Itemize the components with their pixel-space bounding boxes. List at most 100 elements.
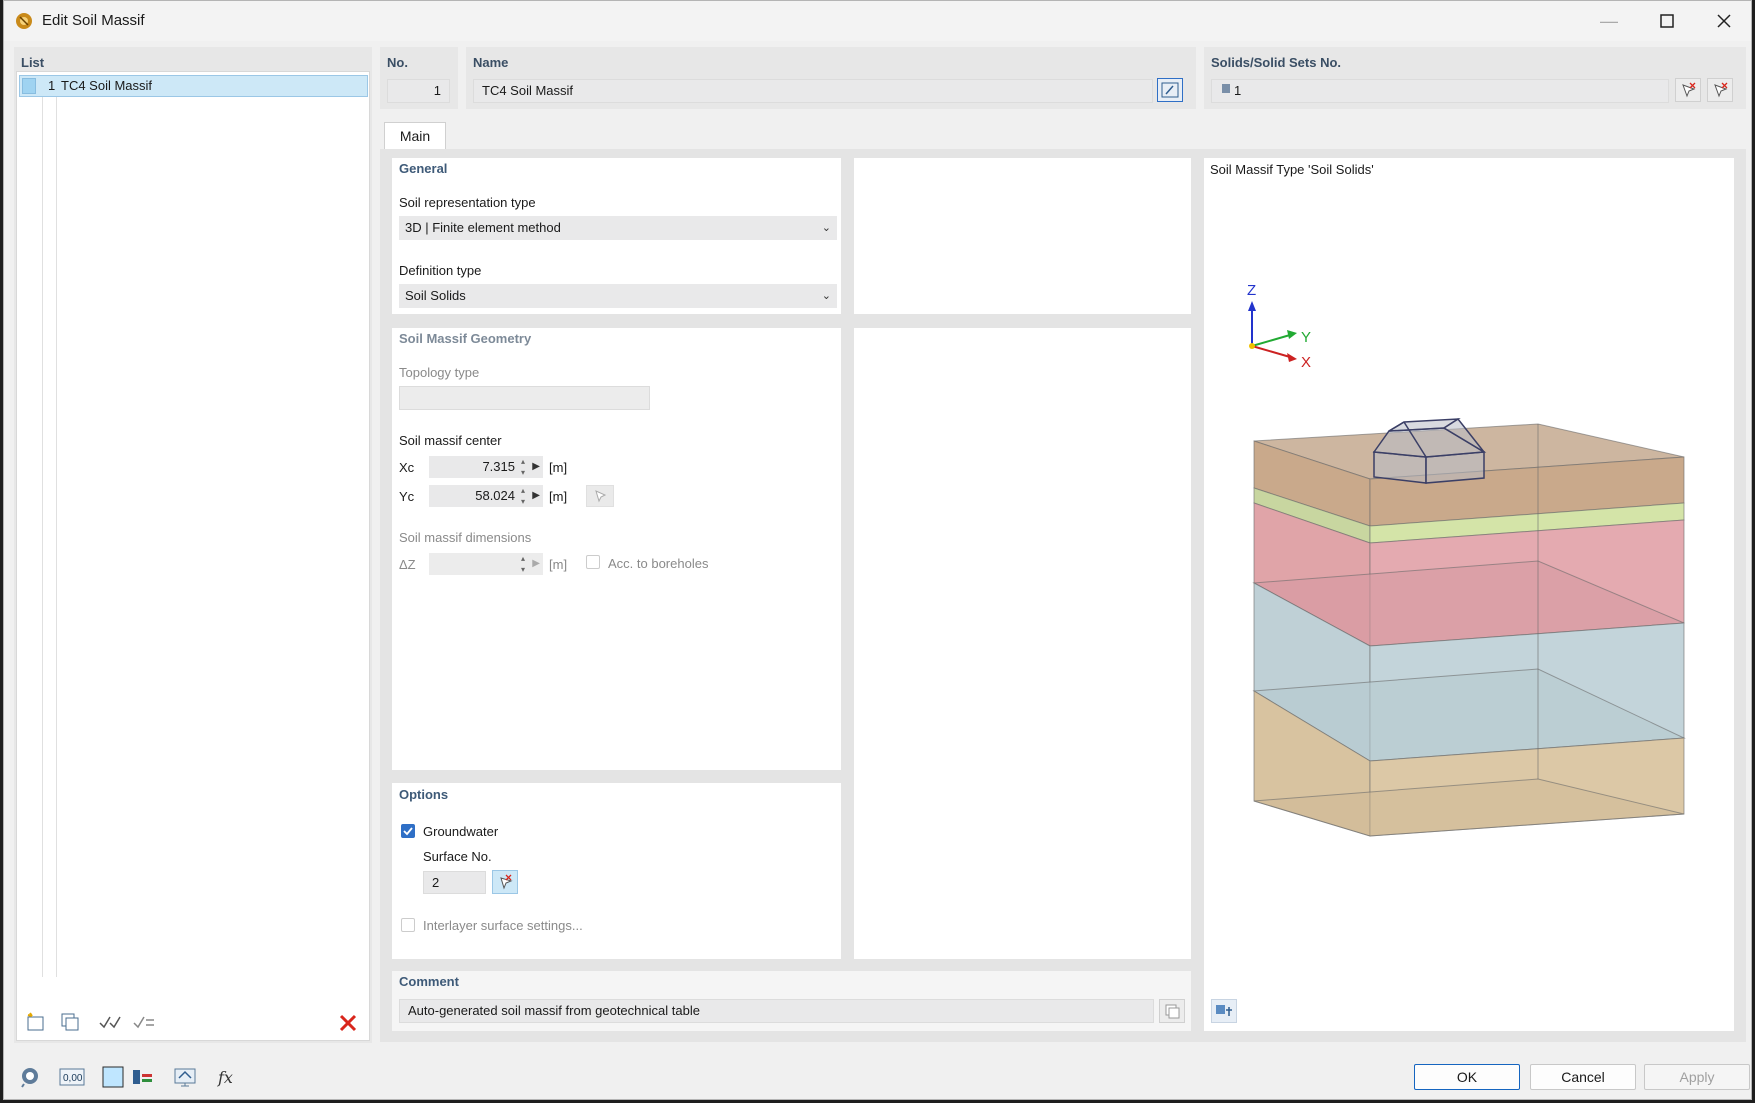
display-icon [133,1070,152,1084]
preview-options-button[interactable] [1211,999,1237,1023]
pick-center-button[interactable] [586,485,614,507]
soil-layers [1252,423,1686,837]
general-title: General [399,161,448,176]
solids-field[interactable]: 1 [1211,79,1669,103]
list-item[interactable]: 1 TC4 Soil Massif [19,75,368,97]
select-solid-sets-button[interactable] [1707,78,1733,102]
def-type-select[interactable]: Soil Solids ⌄ [399,284,837,308]
ok-button[interactable]: OK [1414,1064,1520,1090]
cancel-button[interactable]: Cancel [1530,1064,1636,1090]
formula-button[interactable]: fx [213,1063,241,1091]
soil-massif-preview: Z Y X [1247,282,1686,837]
geometry-side-panel [854,328,1191,959]
groundwater-label: Groundwater [423,824,499,839]
checkmark-icon [403,827,413,836]
dims-label: Soil massif dimensions [399,530,532,545]
units-icon: 0,00 [59,1068,85,1086]
close-button[interactable] [1695,1,1753,41]
play-arrow-icon: ▶ [532,461,540,472]
uncheck-button[interactable] [130,1008,158,1036]
yc-input[interactable]: 58.024 ▴ ▾ ▶ [429,485,543,507]
new-item-icon [27,1012,44,1031]
window-title: Edit Soil Massif [42,12,145,29]
name-label: Name [473,55,509,70]
topology-label: Topology type [399,365,480,380]
spinner-arrows-icon: ▴ ▾ [520,486,525,506]
play-arrow-icon: ▶ [532,490,540,501]
spinner-arrows-icon: ▴ ▾ [520,554,525,574]
topology-field [399,386,650,410]
acc-boreholes-checkbox[interactable] [586,555,600,569]
check-all-button[interactable] [96,1008,124,1036]
soil-rep-label: Soil representation type [399,195,536,210]
check-all-icon [99,1016,121,1029]
view-button[interactable] [171,1063,199,1091]
xc-input[interactable]: 7.315 ▴ ▾ ▶ [429,456,543,478]
color-button[interactable] [99,1063,127,1091]
view-icon [174,1068,196,1087]
chevron-down-icon: ⌄ [821,222,831,234]
spinner-arrows-icon: ▴ ▾ [520,457,525,477]
pick-icon [500,874,513,890]
pick-icon [1682,82,1696,98]
app-icon [16,13,32,29]
view-settings-icon [1216,1005,1232,1016]
axis-y-label: Y [1301,329,1311,346]
xc-unit: [m] [549,460,568,475]
comment-field[interactable]: Auto-generated soil massif from geotechn… [399,999,1154,1023]
no-field[interactable]: 1 [387,79,450,103]
interlayer-checkbox[interactable] [401,918,415,932]
axis-x-label: X [1301,354,1311,371]
list-item-color-swatch [22,78,36,94]
pick-set-icon [1714,82,1728,98]
axis-gizmo [1248,301,1297,362]
copy-icon [61,1013,79,1031]
play-arrow-icon: ▶ [532,558,540,569]
name-field[interactable]: TC4 Soil Massif [473,79,1153,103]
tab-main[interactable]: Main [384,122,446,149]
delete-item-button[interactable] [334,1009,362,1037]
yc-label: Yc [399,489,415,504]
comment-history-button[interactable] [1159,999,1185,1023]
preview-title: Soil Massif Type 'Soil Solids' [1210,162,1374,177]
units-button[interactable]: 0,00 [58,1063,86,1091]
pick-icon [595,490,607,503]
surface-no-label: Surface No. [423,849,492,864]
copy-item-button[interactable] [56,1008,84,1036]
list-tree-line [42,97,43,977]
soil-rep-value: 3D | Finite element method [405,220,561,235]
maximize-icon [1660,14,1674,28]
display-button[interactable] [129,1063,157,1091]
minimize-button[interactable]: — [1600,11,1618,31]
new-item-button[interactable] [22,1008,50,1036]
apply-button[interactable]: Apply [1644,1064,1750,1090]
groundwater-checkbox[interactable] [401,824,415,838]
help-icon [21,1068,38,1088]
comment-label: Comment [399,974,459,989]
dialog-window: Edit Soil Massif — List 1 TC4 Soil Massi… [3,0,1752,1100]
svg-text:fx: fx [217,1068,233,1087]
general-side-panel [854,158,1191,314]
list-item-name: TC4 Soil Massif [61,78,153,93]
edit-icon [1161,82,1179,98]
formula-icon: fx [217,1068,233,1087]
options-title: Options [399,787,449,802]
help-button[interactable] [16,1063,44,1091]
delete-icon [339,1014,357,1032]
soil-rep-select[interactable]: 3D | Finite element method ⌄ [399,216,837,240]
solid-icon [1222,84,1230,93]
geometry-title: Soil Massif Geometry [399,331,532,346]
maximize-button[interactable] [1638,1,1696,41]
list-header: List [21,55,45,70]
center-label: Soil massif center [399,433,502,448]
yc-value: 58.024 [475,488,515,503]
edit-name-button[interactable] [1157,78,1183,102]
list-box [16,71,370,1041]
interlayer-label: Interlayer surface settings... [423,918,583,933]
pick-surface-button[interactable] [492,870,518,894]
uncheck-icon [133,1016,154,1029]
surface-no-field[interactable]: 2 [423,871,486,894]
list-tree-line-2 [56,97,57,977]
dz-label: ΔZ [399,557,416,572]
select-solids-button[interactable] [1675,78,1701,102]
